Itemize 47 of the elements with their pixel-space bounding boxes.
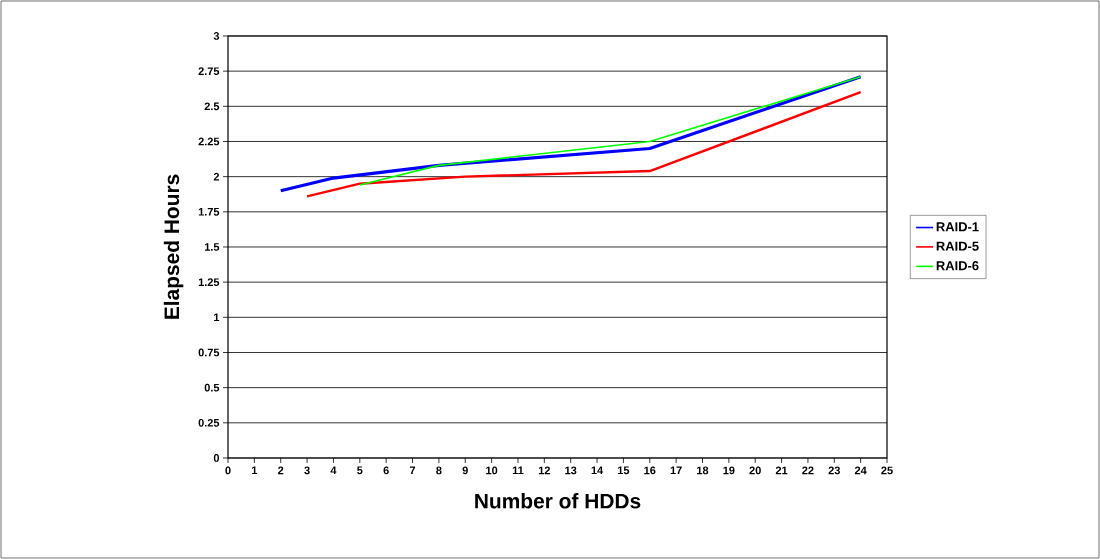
x-tick-label: 7 xyxy=(409,466,416,475)
x-tick-label: 20 xyxy=(749,466,761,475)
y-tick-label: 2.75 xyxy=(198,67,220,76)
x-tick-label: 25 xyxy=(881,466,893,475)
y-tick-label: 1.5 xyxy=(204,243,220,251)
x-tick-label: 21 xyxy=(775,466,788,475)
y-tick-label: 2.25 xyxy=(198,137,220,146)
line-series xyxy=(359,75,862,186)
y-tick-label: 1 xyxy=(214,313,220,322)
x-tick-label: 12 xyxy=(538,466,550,475)
x-tick-label: 5 xyxy=(357,466,363,475)
y-tick-label: 0.5 xyxy=(204,383,220,392)
x-tick-label: 11 xyxy=(512,466,524,475)
y-tick-label: 0 xyxy=(213,454,220,462)
x-tick-label: 9 xyxy=(462,466,468,475)
x-tick-label: 8 xyxy=(436,466,442,475)
x-tick-label: 10 xyxy=(486,466,498,475)
x-tick-label: 0 xyxy=(225,466,231,475)
x-tick-label: 23 xyxy=(828,466,840,475)
x-tick-label: 15 xyxy=(618,466,630,475)
y-axis-title: Elapsed Hours xyxy=(163,174,184,319)
y-tick-label: 0.75 xyxy=(198,348,220,357)
x-axis-title: Number of HDDs xyxy=(475,493,641,509)
x-tick-label: 22 xyxy=(802,466,814,475)
x-tick-label: 24 xyxy=(854,466,867,475)
legend-label: RAID-5 xyxy=(936,241,979,251)
x-tick-label: 19 xyxy=(723,466,735,475)
y-tick-label: 2.5 xyxy=(204,102,220,111)
x-tick-label: 4 xyxy=(330,466,337,475)
line-series xyxy=(305,91,862,198)
y-tick-label: 1.25 xyxy=(198,278,220,287)
x-tick-label: 2 xyxy=(278,466,284,475)
legend-label: RAID-1 xyxy=(936,222,979,232)
x-tick-label: 14 xyxy=(591,466,604,475)
y-tick-label: 3 xyxy=(213,32,220,40)
x-tick-label: 6 xyxy=(383,466,389,475)
legend-label: RAID-6 xyxy=(936,261,979,271)
x-tick-label: 17 xyxy=(670,466,682,475)
x-tick-label: 1 xyxy=(252,466,258,475)
y-tick-label: 2 xyxy=(213,172,220,181)
x-tick-label: 16 xyxy=(644,466,656,475)
x-tick-label: 13 xyxy=(565,466,577,475)
x-tick-label: 18 xyxy=(697,466,709,475)
y-tick-label: 1.75 xyxy=(198,208,220,216)
y-tick-label: 0.25 xyxy=(198,418,220,427)
x-tick-label: 3 xyxy=(304,466,310,475)
line-series xyxy=(279,75,863,193)
